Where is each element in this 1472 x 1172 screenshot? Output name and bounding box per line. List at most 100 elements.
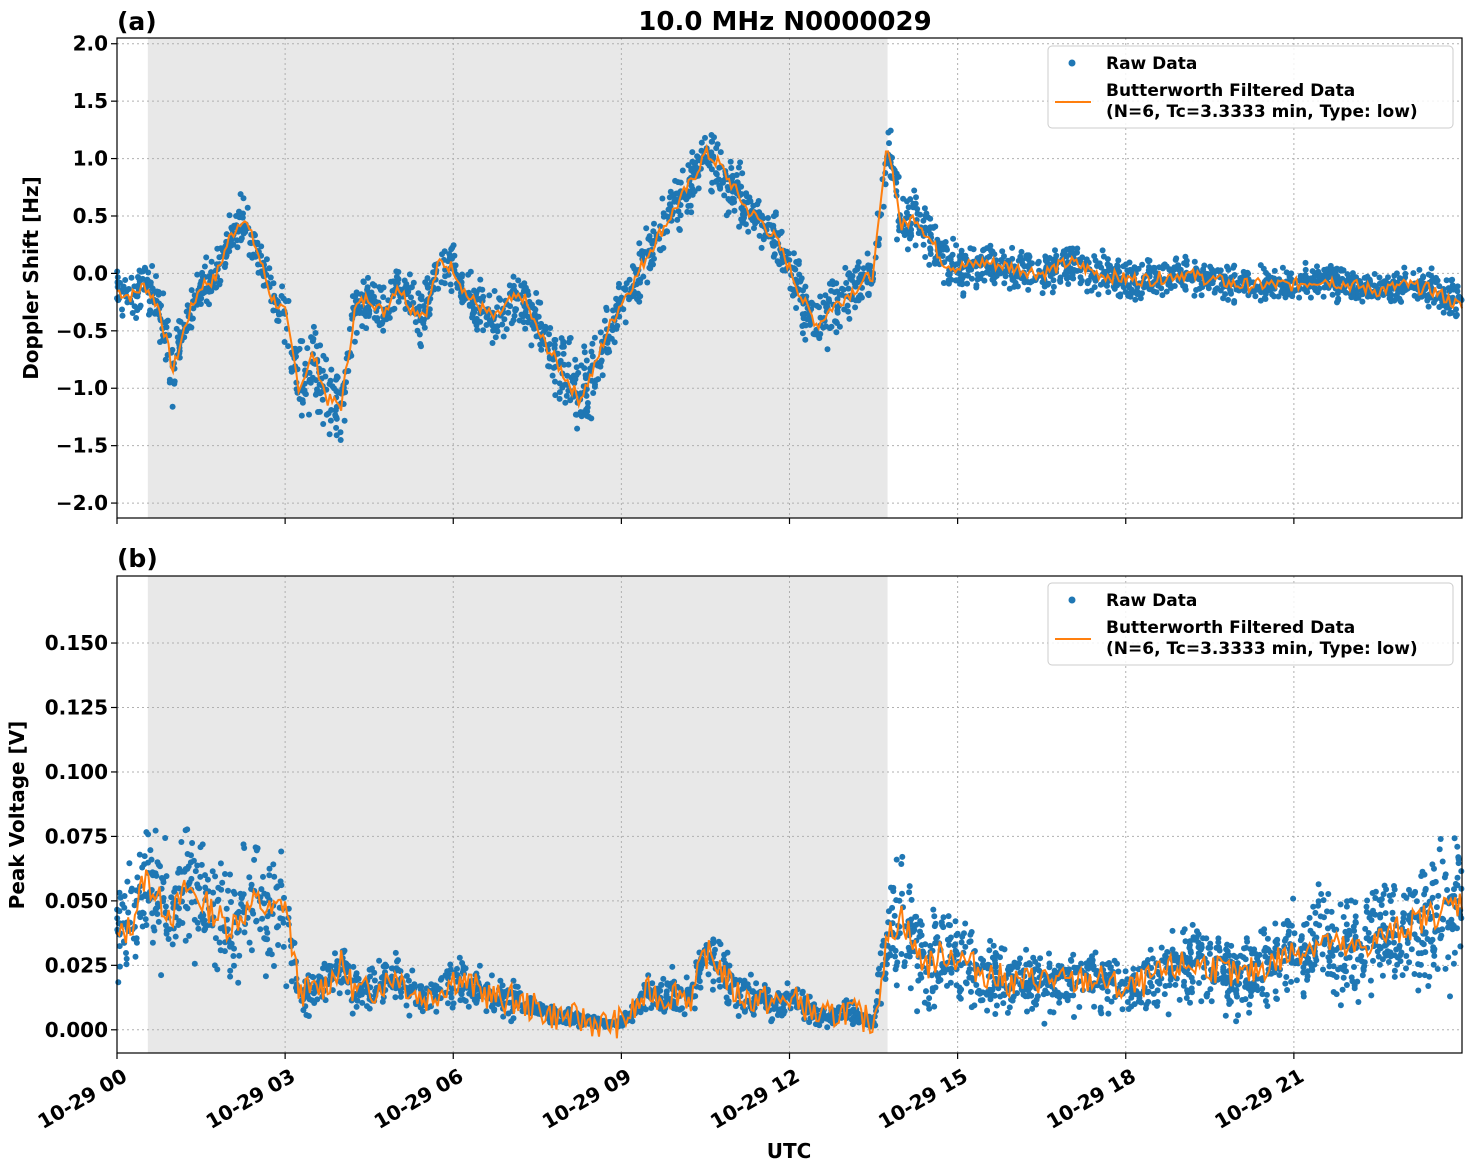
raw-data-point [188, 287, 195, 294]
raw-data-point [1060, 248, 1067, 255]
raw-data-point [698, 139, 705, 146]
raw-data-point [626, 276, 633, 283]
raw-data-point [948, 276, 955, 283]
raw-data-point [191, 960, 198, 967]
raw-data-point [1425, 303, 1432, 310]
raw-data-point [1440, 916, 1447, 923]
raw-data-point [510, 317, 517, 324]
raw-data-point [282, 298, 289, 305]
raw-data-point [1368, 992, 1375, 999]
raw-data-point [1072, 969, 1079, 976]
raw-data-point [212, 873, 219, 880]
raw-data-point [1450, 286, 1457, 293]
raw-data-point [405, 288, 412, 295]
raw-data-point [834, 309, 841, 316]
raw-data-point [1225, 296, 1231, 303]
raw-data-point [306, 369, 313, 376]
raw-data-point [1244, 938, 1251, 945]
raw-data-point [656, 246, 663, 253]
raw-data-point [843, 280, 850, 286]
raw-data-point [1231, 262, 1238, 269]
raw-data-point [1282, 980, 1289, 987]
raw-data-point [891, 912, 898, 919]
raw-data-point [1376, 961, 1383, 968]
raw-data-point [1005, 963, 1012, 970]
raw-data-point [688, 182, 695, 189]
raw-data-point [1208, 998, 1215, 1005]
raw-data-point [963, 980, 970, 987]
raw-data-point [257, 926, 264, 933]
raw-data-point [993, 1002, 1000, 1009]
raw-data-point [1200, 974, 1207, 981]
raw-data-point [275, 942, 282, 948]
raw-data-point [1454, 283, 1461, 290]
raw-data-point [184, 865, 191, 872]
raw-data-point [640, 273, 647, 280]
raw-data-point [1377, 280, 1384, 287]
raw-data-point [981, 277, 988, 284]
raw-data-point [702, 134, 708, 141]
raw-data-point [285, 343, 292, 350]
raw-data-point [515, 277, 522, 284]
raw-data-point [1006, 1004, 1013, 1011]
raw-data-point [709, 179, 716, 186]
raw-data-point [660, 975, 667, 982]
raw-data-point [956, 253, 963, 260]
raw-data-point [499, 321, 506, 328]
raw-data-point [1257, 297, 1264, 304]
raw-data-point [353, 329, 360, 336]
raw-data-point [1065, 281, 1072, 287]
raw-data-point [573, 364, 580, 371]
y-tick-label: −0.5 [56, 319, 108, 343]
raw-data-point [940, 280, 947, 286]
raw-data-point [267, 274, 274, 281]
raw-data-point [1431, 865, 1437, 872]
panel-a-label: (a) [117, 7, 157, 36]
raw-data-point [927, 245, 934, 252]
raw-data-point [751, 225, 757, 232]
raw-data-point [882, 181, 889, 188]
raw-data-point [1077, 267, 1084, 274]
raw-data-point [758, 244, 765, 251]
raw-data-point [1172, 981, 1179, 988]
raw-data-point [474, 326, 481, 333]
raw-data-point [708, 132, 715, 138]
raw-data-point [1335, 295, 1342, 302]
raw-data-point [691, 188, 698, 195]
raw-data-point [135, 275, 142, 282]
raw-data-point [1159, 292, 1166, 299]
raw-data-point [236, 952, 243, 959]
raw-data-point [784, 980, 791, 987]
raw-data-point [725, 1000, 732, 1007]
raw-data-point [1374, 948, 1381, 955]
raw-data-point [1193, 934, 1200, 941]
raw-data-point [716, 164, 723, 171]
raw-data-point [917, 928, 923, 935]
raw-data-point [1328, 908, 1335, 915]
raw-data-point [1216, 947, 1223, 954]
raw-data-point [1428, 265, 1435, 272]
raw-data-point [133, 315, 140, 321]
raw-data-point [414, 327, 421, 334]
raw-data-point [1166, 278, 1173, 285]
raw-data-point [1279, 264, 1286, 271]
raw-data-point [114, 274, 121, 281]
raw-data-point [1017, 253, 1024, 260]
raw-data-point [954, 930, 961, 937]
raw-data-point [1191, 292, 1198, 299]
raw-data-point [930, 224, 937, 231]
raw-data-point [1385, 959, 1392, 965]
raw-data-point [738, 191, 745, 198]
raw-data-point [659, 195, 666, 202]
raw-data-point [1404, 940, 1411, 946]
panel-a-x-ticks [116, 518, 1295, 524]
raw-data-point [738, 205, 745, 212]
raw-data-point [820, 299, 827, 306]
y-tick-label: −1.5 [56, 434, 108, 458]
raw-data-point [778, 1012, 785, 1019]
raw-data-point [169, 941, 176, 948]
raw-data-point [385, 309, 392, 316]
raw-data-point [1438, 932, 1445, 939]
raw-data-point [985, 266, 992, 273]
raw-data-point [1306, 914, 1313, 921]
